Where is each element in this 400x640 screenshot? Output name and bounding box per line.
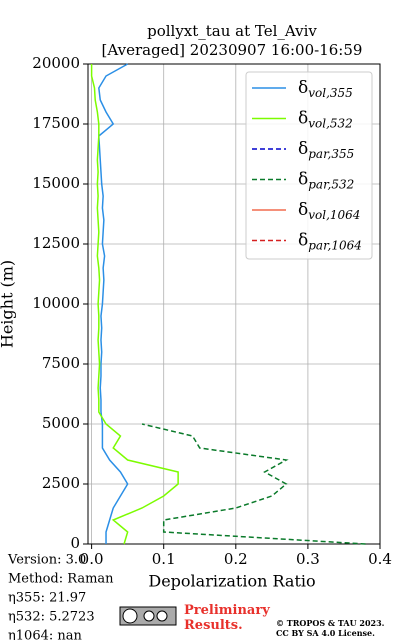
- copyright: CC BY SA 4.0 License.: [276, 628, 375, 638]
- annotation: η355: 21.97: [8, 591, 86, 606]
- preliminary-note: Preliminary Results.: [184, 603, 274, 633]
- legend-label: δvol,1064: [298, 200, 360, 222]
- legend-label: δpar,355: [298, 139, 354, 161]
- legend-label: δpar,532: [298, 169, 354, 191]
- x-axis-label: Depolarization Ratio: [148, 572, 315, 591]
- chart-subtitle: [Averaged] 20230907 16:00-16:59: [102, 41, 363, 59]
- y-axis-label: Height (m): [0, 260, 17, 348]
- copyright: © TROPOS & TAU 2023.: [276, 618, 385, 628]
- profile-line: [98, 63, 129, 544]
- legend-label: δvol,532: [298, 108, 353, 130]
- x-tick-label: 0.4: [368, 550, 392, 568]
- legend-label: δvol,355: [298, 78, 353, 100]
- annotation: η1064: nan: [8, 629, 83, 640]
- cc-logo: [119, 606, 177, 626]
- chart-title: pollyxt_tau at Tel_Aviv: [147, 22, 317, 40]
- x-tick-label: 0.3: [296, 550, 320, 568]
- x-tick-label: 0.0: [80, 550, 104, 568]
- y-tick-label: 20000: [32, 54, 80, 72]
- y-tick-label: 17500: [32, 114, 80, 132]
- legend-box: [245, 71, 373, 260]
- x-tick-label: 0.2: [224, 550, 248, 568]
- x-tick-label: 0.1: [152, 550, 176, 568]
- plot-frame: [87, 63, 381, 545]
- profile-line: [90, 64, 179, 545]
- annotation: Method: Raman: [8, 572, 114, 587]
- annotation: Version: 3.0: [7, 553, 86, 568]
- annotation: η532: 5.2723: [8, 610, 95, 625]
- y-tick-label: 0: [70, 534, 80, 552]
- y-tick-label: 7500: [42, 354, 80, 372]
- y-tick-label: 5000: [42, 414, 80, 432]
- y-tick-label: 2500: [42, 474, 80, 492]
- y-tick-label: 15000: [32, 174, 80, 192]
- y-tick-label: 12500: [32, 234, 80, 252]
- y-tick-label: 10000: [32, 294, 80, 312]
- legend-label: δpar,1064: [298, 230, 362, 252]
- profile-line: [141, 423, 366, 545]
